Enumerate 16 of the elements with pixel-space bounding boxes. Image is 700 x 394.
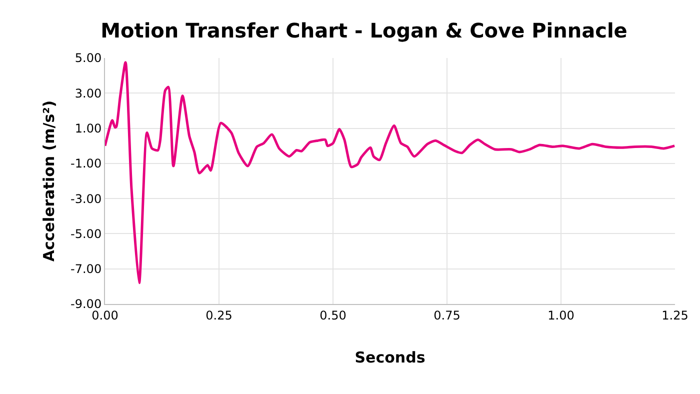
y-axis-title: Acceleration (m/s²) (40, 100, 58, 262)
x-tick-label: 0.50 (320, 308, 346, 322)
x-tick-label: 1.25 (662, 308, 688, 322)
y-tick-label: -1.00 (70, 156, 102, 171)
x-tick-label: 0.75 (434, 308, 460, 322)
y-tick-label: -5.00 (70, 226, 102, 241)
y-tick-label: 3.00 (74, 86, 102, 100)
y-tick-label: -3.00 (70, 192, 102, 206)
chart-title: Motion Transfer Chart - Logan & Cove Pinnacle (100, 18, 628, 43)
x-tick-label: 0.25 (206, 308, 232, 322)
y-tick-label: 5.00 (74, 51, 102, 66)
line-series (105, 61, 675, 284)
y-tick-label: -7.00 (70, 262, 102, 276)
x-tick-label: 1.00 (548, 308, 574, 322)
x-axis-title: Seconds (354, 348, 426, 366)
y-tick-label: 1.00 (74, 121, 102, 136)
